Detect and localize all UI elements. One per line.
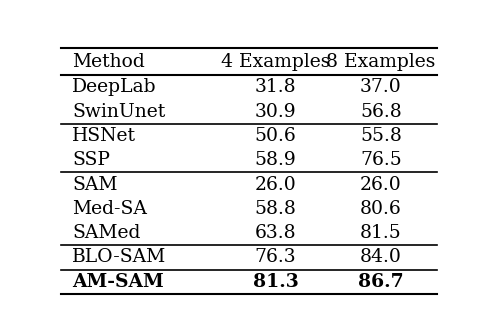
Text: SAM: SAM [72,175,118,194]
Text: SAMed: SAMed [72,224,140,242]
Text: 50.6: 50.6 [255,127,296,145]
Text: 56.8: 56.8 [360,103,402,121]
Text: 63.8: 63.8 [255,224,296,242]
Text: HSNet: HSNet [72,127,136,145]
Text: Med-SA: Med-SA [72,200,147,218]
Text: 81.5: 81.5 [360,224,402,242]
Text: SwinUnet: SwinUnet [72,103,165,121]
Text: 81.3: 81.3 [253,273,298,291]
Text: 84.0: 84.0 [360,248,402,266]
Text: 31.8: 31.8 [255,78,296,96]
Text: 86.7: 86.7 [358,273,404,291]
Text: 26.0: 26.0 [360,175,402,194]
Text: 37.0: 37.0 [360,78,402,96]
Text: 76.5: 76.5 [360,151,402,169]
Text: SSP: SSP [72,151,110,169]
Text: 55.8: 55.8 [360,127,402,145]
Text: 8 Examples: 8 Examples [326,53,435,71]
Text: 80.6: 80.6 [360,200,402,218]
Text: 30.9: 30.9 [255,103,296,121]
Text: AM-SAM: AM-SAM [72,273,164,291]
Text: Method: Method [72,53,145,71]
Text: DeepLab: DeepLab [72,78,156,96]
Text: 76.3: 76.3 [255,248,296,266]
Text: 4 Examples: 4 Examples [221,53,330,71]
Text: 58.8: 58.8 [255,200,296,218]
Text: 26.0: 26.0 [255,175,296,194]
Text: BLO-SAM: BLO-SAM [72,248,166,266]
Text: 58.9: 58.9 [255,151,296,169]
